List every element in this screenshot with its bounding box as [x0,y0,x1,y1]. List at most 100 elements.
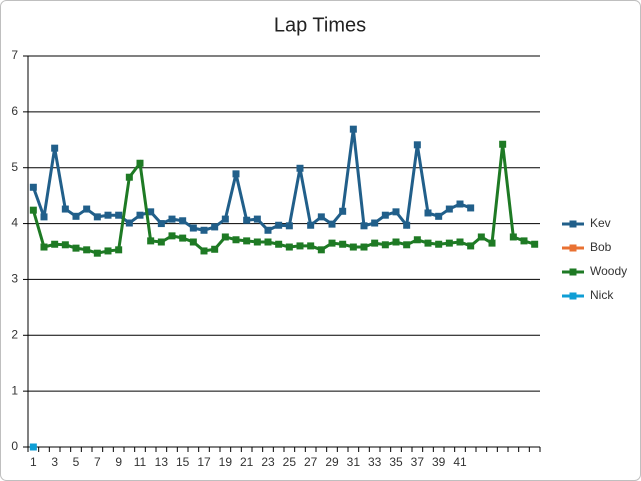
point [371,219,379,227]
legend-marker [569,268,577,276]
point [296,164,304,172]
y-tick-label: 0 [11,439,18,453]
point [93,213,101,221]
point [403,241,411,249]
point [445,205,453,213]
x-tick-label: 15 [176,455,190,469]
point [499,140,507,148]
point [179,217,187,225]
point [157,238,165,246]
x-tick-label: 9 [115,455,122,469]
y-tick-label: 3 [11,272,18,286]
point [509,233,517,241]
point [253,215,261,223]
x-tick-label: 13 [155,455,169,469]
x-tick-label: 35 [389,455,403,469]
point [488,239,496,247]
point [200,247,208,255]
x-tick-label: 19 [219,455,233,469]
point [381,211,389,219]
legend-marker [569,292,577,300]
point [520,237,528,245]
point [264,226,272,234]
point [147,237,155,245]
point [40,243,48,251]
x-tick-label: 5 [73,455,80,469]
point [413,236,421,244]
point [360,222,368,230]
point [456,200,464,208]
y-tick-label: 2 [11,327,18,341]
point [125,219,133,227]
point [179,234,187,242]
point [339,207,347,215]
point [61,241,69,249]
point [264,238,272,246]
point [392,208,400,216]
point [168,232,176,240]
x-tick-label: 27 [304,455,318,469]
point [339,240,347,248]
legend-marker [569,244,577,252]
point [51,144,59,152]
point [381,241,389,249]
point [61,205,69,213]
point [104,211,112,219]
point [125,173,133,181]
point [467,242,475,250]
point [40,213,48,221]
point [29,206,37,214]
y-tick-label: 5 [11,160,18,174]
legend-label: Bob [590,240,612,254]
y-tick-label: 6 [11,104,18,118]
legend-marker [569,220,577,228]
x-tick-label: 11 [134,455,147,469]
point [275,221,283,229]
point [211,245,219,253]
point [29,183,37,191]
x-tick-label: 3 [51,455,58,469]
point [253,238,261,246]
point [232,170,240,178]
y-tick-label: 7 [11,48,18,62]
y-tick-label: 1 [11,383,18,397]
x-tick-label: 33 [368,455,382,469]
point [168,215,176,223]
x-tick-label: 29 [325,455,339,469]
point [349,125,357,133]
legend-label: Woody [590,264,627,278]
point [445,239,453,247]
point [83,246,91,254]
x-tick-label: 7 [94,455,101,469]
point [189,238,197,246]
point [200,226,208,234]
point [435,240,443,248]
point [83,205,91,213]
point [435,212,443,220]
legend-label: Nick [590,288,614,302]
point [424,239,432,247]
point [317,213,325,221]
point [307,221,315,229]
x-tick-label: 1 [30,455,37,469]
point [29,443,37,451]
point [392,238,400,246]
point [72,244,80,252]
point [307,242,315,250]
x-tick-label: 25 [283,455,297,469]
point [328,239,336,247]
x-tick-label: 23 [261,455,275,469]
point [115,246,123,254]
point [349,243,357,251]
x-tick-label: 41 [453,455,467,469]
point [136,159,144,167]
point [221,233,229,241]
x-tick-label: 17 [197,455,211,469]
point [403,221,411,229]
point [275,240,283,248]
point [157,220,165,228]
chart-title: Lap Times [274,14,366,36]
point [147,208,155,216]
point [232,236,240,244]
